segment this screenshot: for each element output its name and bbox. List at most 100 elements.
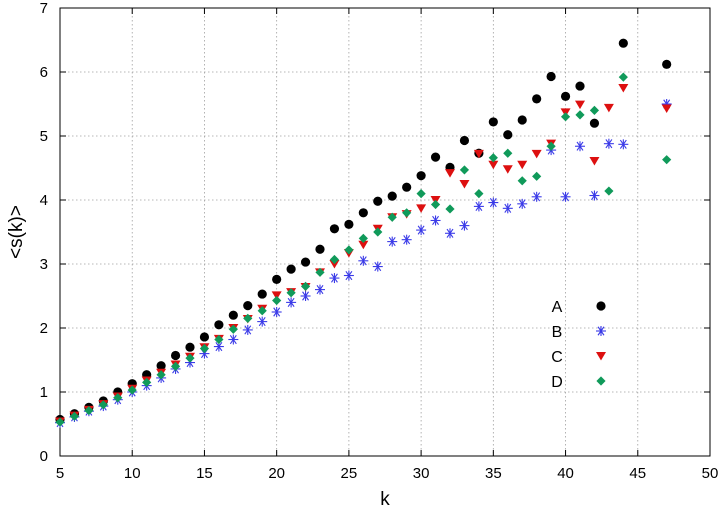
data-point-d — [474, 189, 484, 199]
data-point-d — [575, 110, 585, 120]
x-tick-label: 10 — [124, 465, 141, 482]
data-point-c — [517, 160, 528, 170]
data-point-d — [214, 334, 224, 345]
x-tick-label: 20 — [268, 465, 285, 482]
data-point-d — [459, 165, 470, 175]
data-point-d — [127, 385, 137, 395]
data-point-a — [532, 94, 542, 104]
data-point-b — [531, 191, 542, 202]
data-point-c — [488, 160, 499, 170]
data-point-d — [199, 343, 210, 354]
series-d — [55, 72, 672, 427]
data-point-d — [358, 233, 368, 243]
x-tick-label: 30 — [413, 465, 430, 482]
data-point-a — [560, 91, 571, 101]
x-tick-label: 50 — [702, 465, 719, 482]
data-point-d — [300, 281, 311, 291]
data-point-b — [430, 215, 441, 226]
data-point-d — [156, 370, 166, 380]
x-tick-label: 5 — [56, 465, 64, 482]
data-point-a — [589, 118, 600, 128]
axis-ticks — [59, 7, 711, 457]
data-point-b — [603, 138, 614, 149]
data-point-b — [589, 190, 600, 201]
legend-marker-b — [596, 326, 606, 336]
data-point-a — [575, 81, 585, 91]
y-tick-label: 1 — [40, 384, 48, 401]
x-tick-label: 40 — [557, 465, 574, 482]
data-point-b — [300, 291, 311, 301]
data-point-a — [546, 71, 556, 82]
plot-frame — [59, 7, 711, 457]
data-point-d — [517, 176, 527, 186]
data-point-a — [170, 350, 181, 361]
y-tick-label: 2 — [40, 320, 48, 337]
data-point-c — [661, 104, 672, 113]
legend-label-c: C — [551, 349, 563, 366]
data-point-d — [546, 141, 556, 151]
data-point-a — [156, 361, 166, 371]
data-point-d — [315, 267, 325, 277]
data-point-a — [358, 208, 368, 218]
data-point-b — [401, 234, 412, 245]
y-tick-label: 7 — [40, 0, 48, 17]
data-point-a — [257, 289, 267, 299]
x-tick-label: 25 — [341, 465, 358, 482]
data-point-c — [459, 180, 470, 189]
data-point-a — [618, 38, 628, 48]
data-point-d — [503, 148, 513, 158]
data-point-b — [445, 228, 455, 239]
data-point-d — [589, 105, 600, 115]
data-point-a — [199, 332, 210, 342]
data-point-d — [488, 153, 498, 163]
legend-label-d: D — [551, 374, 563, 391]
data-point-c — [445, 169, 455, 178]
data-point-d — [416, 189, 426, 199]
data-point-c — [603, 103, 614, 113]
data-point-c — [271, 291, 282, 300]
data-point-d — [402, 208, 412, 218]
data-point-d — [604, 186, 614, 196]
data-point-b — [358, 255, 369, 266]
x-tick-label: 35 — [485, 465, 502, 482]
data-point-b — [473, 201, 484, 212]
data-point-d — [69, 411, 80, 421]
data-point-d — [532, 171, 542, 181]
data-point-a — [488, 117, 498, 127]
data-point-b — [257, 316, 268, 327]
data-point-c — [329, 260, 340, 269]
legend-marker-a — [596, 301, 606, 311]
data-point-b — [416, 225, 427, 236]
data-point-d — [55, 417, 65, 427]
data-point-d — [387, 212, 397, 222]
data-point-b — [372, 261, 383, 272]
data-point-b — [387, 236, 398, 247]
data-point-c — [575, 100, 585, 110]
data-point-b — [271, 307, 282, 317]
y-tick-label: 6 — [40, 64, 48, 81]
data-point-d — [142, 377, 152, 387]
data-point-d — [257, 306, 267, 316]
data-point-a — [416, 171, 426, 181]
data-point-a — [402, 182, 412, 192]
data-point-b — [343, 270, 354, 281]
data-point-b — [517, 198, 528, 209]
data-point-b — [286, 297, 297, 308]
y-tick-label: 5 — [40, 128, 48, 145]
data-point-d — [618, 72, 628, 82]
data-point-d — [344, 245, 354, 255]
x-axis-label: k — [380, 489, 390, 510]
series-a — [55, 38, 672, 425]
data-point-a — [387, 191, 397, 201]
data-point-d — [243, 313, 253, 323]
data-point-a — [662, 59, 672, 69]
data-point-b — [618, 139, 629, 150]
data-point-d — [430, 199, 441, 210]
data-point-b — [560, 191, 571, 202]
data-point-a — [214, 320, 224, 330]
legend-label-b: B — [552, 324, 563, 341]
y-tick-label: 4 — [40, 192, 48, 209]
